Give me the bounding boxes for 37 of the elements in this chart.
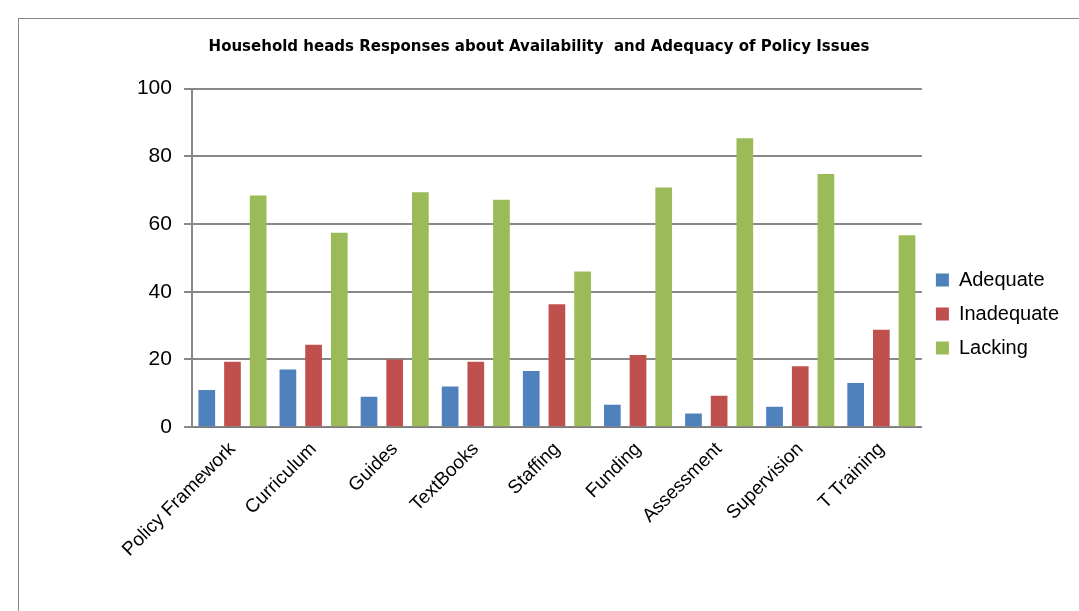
- bar: [412, 192, 429, 427]
- y-tick-label: 20: [148, 346, 172, 370]
- bar: [685, 413, 702, 427]
- bar: [441, 386, 459, 427]
- y-tick-label: 40: [148, 278, 172, 302]
- bar: [655, 187, 673, 427]
- bar: [493, 199, 510, 427]
- y-tick-label: 60: [148, 210, 172, 234]
- bar: [522, 370, 540, 427]
- y-tick-label: 100: [136, 75, 172, 99]
- bar: [873, 329, 890, 427]
- chart-title: Household heads Responses about Availability and Adequacy of Policy Issues: [207, 37, 871, 55]
- bar: [467, 361, 485, 427]
- bar: [305, 344, 322, 427]
- bar: [386, 359, 404, 427]
- bar: [198, 389, 216, 427]
- bar: [817, 173, 835, 427]
- bar: [710, 395, 728, 427]
- y-tick-label: 0: [160, 413, 172, 437]
- bar: [279, 369, 297, 427]
- legend-label: Inadequate: [958, 301, 1060, 324]
- bar: [736, 138, 754, 427]
- bar: [330, 232, 348, 427]
- bar: [249, 195, 267, 427]
- bar: [629, 355, 647, 427]
- bar: [898, 235, 916, 427]
- bar: [548, 304, 566, 427]
- y-tick-label: 80: [148, 143, 172, 167]
- bar: [360, 396, 378, 427]
- bar: [791, 366, 809, 427]
- legend-label: Adequate: [958, 267, 1045, 290]
- bar: [224, 361, 241, 427]
- bar: [766, 406, 783, 427]
- bar: [603, 404, 621, 427]
- bar: [847, 383, 865, 427]
- bar: [574, 271, 591, 427]
- legend-label: Lacking: [958, 335, 1028, 358]
